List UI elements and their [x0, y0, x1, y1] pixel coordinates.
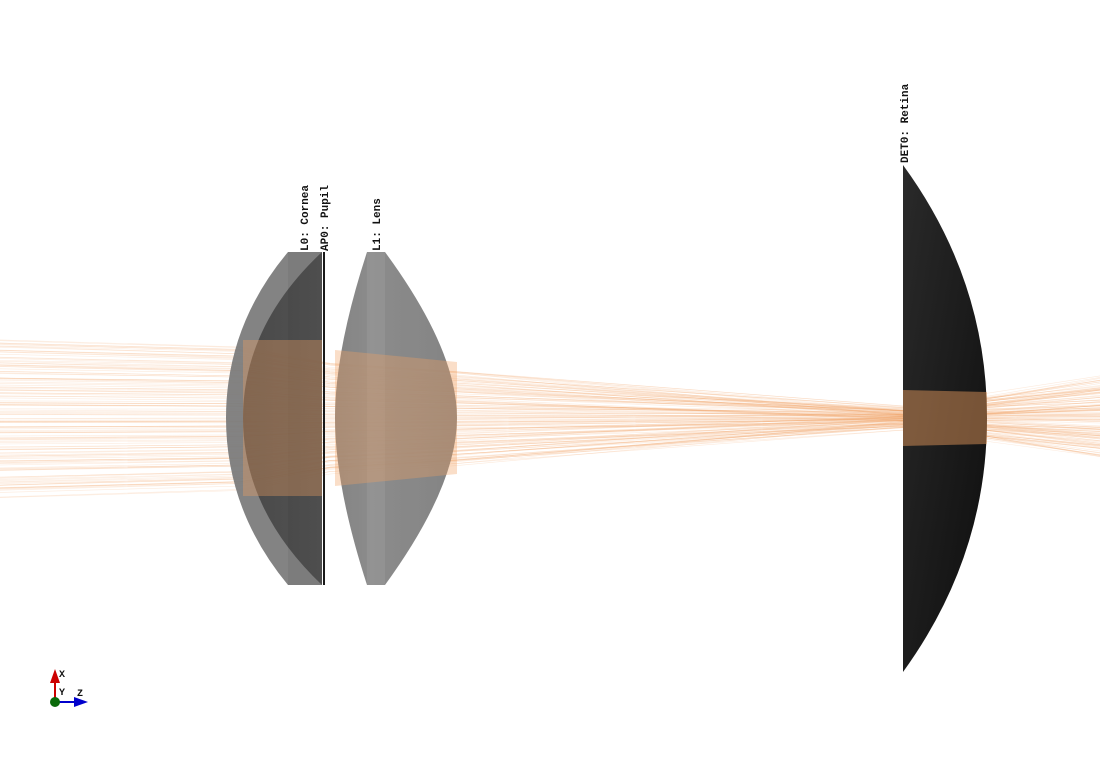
retina-detector[interactable] — [903, 165, 987, 672]
y-axis-dot-icon — [50, 697, 60, 707]
cornea-inner-body — [243, 252, 322, 585]
lens-element[interactable] — [335, 252, 457, 585]
lens-body — [335, 252, 457, 585]
pupil-aperture[interactable] — [323, 252, 325, 585]
z-axis-arrow-icon — [74, 697, 88, 707]
z-axis-label: Z — [77, 689, 83, 700]
retina-label: DET0: Retina — [900, 83, 912, 163]
x-axis-arrow-icon — [50, 669, 60, 683]
x-axis-label: X — [59, 670, 65, 681]
ray-tint-2 — [903, 390, 987, 446]
ray-tint-1 — [335, 350, 457, 486]
lens-center-band — [367, 252, 385, 585]
cornea-element[interactable] — [226, 252, 322, 585]
cornea-label: L0: Cornea — [300, 185, 312, 251]
lens-label: L1: Lens — [372, 198, 384, 251]
y-axis-label: Y — [59, 688, 65, 699]
pupil-label: AP0: Pupil — [320, 185, 332, 251]
cornea-flat-face — [288, 252, 322, 585]
ray-tint-0 — [243, 340, 322, 496]
ray-overlay — [243, 340, 987, 496]
axis-triad: X Y Z — [50, 669, 88, 707]
